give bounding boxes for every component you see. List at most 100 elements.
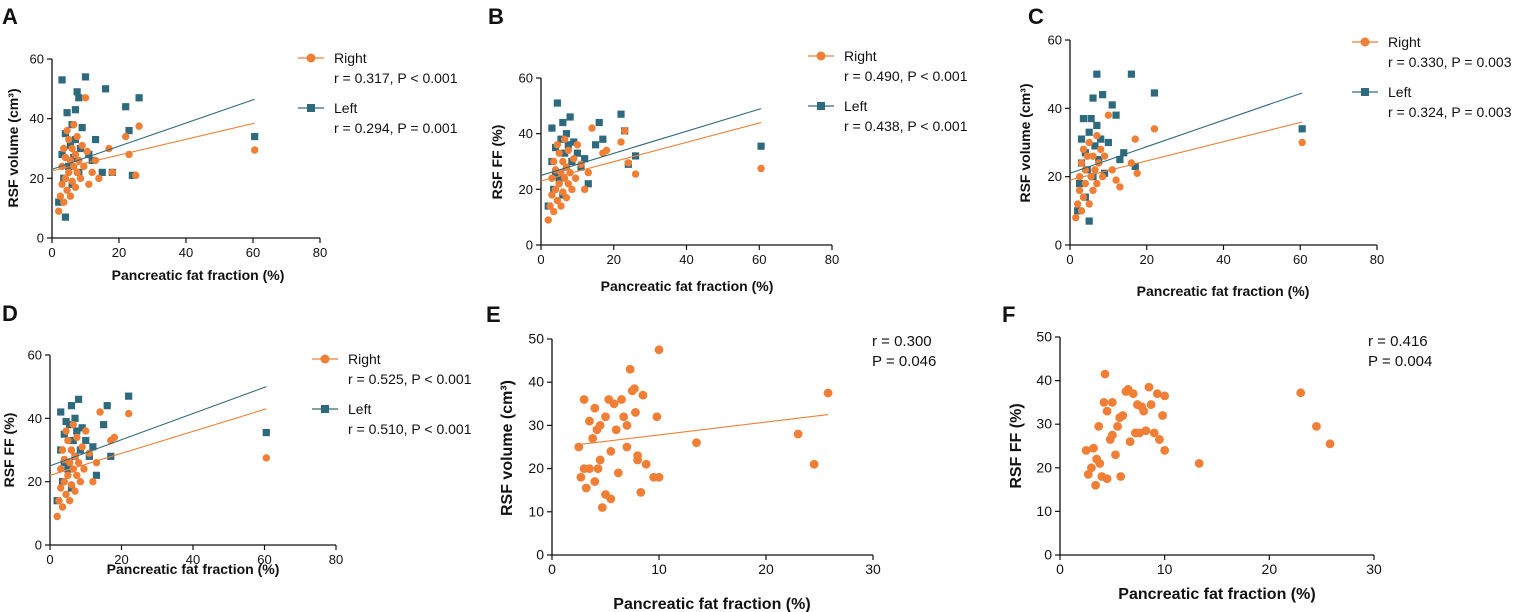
legend-marker-circle <box>306 53 316 63</box>
data-point-circle <box>60 477 68 486</box>
panel-f: F 0 10 20 30 0 10 20 30 40 50 Pancreatic fat fracti… <box>1002 302 1432 603</box>
x-tick-label: 20 <box>112 245 126 260</box>
y-axis-label: RSF FF (%) <box>489 125 505 200</box>
data-point-square <box>1104 138 1112 147</box>
data-point-circle <box>619 412 629 422</box>
data-point-circle <box>555 149 563 157</box>
data-point-square <box>100 421 108 429</box>
data-point-square <box>553 99 561 107</box>
data-point-square <box>73 427 81 435</box>
data-point-square <box>1085 217 1093 225</box>
stat-annotation: P = 0.004 <box>1368 353 1432 370</box>
data-point-square <box>1081 149 1089 157</box>
legend-label: Left <box>844 98 867 114</box>
data-point-circle <box>593 464 603 473</box>
data-point-circle <box>73 132 81 141</box>
y-tick-label: 20 <box>528 460 544 476</box>
x-tick-label: 10 <box>651 561 667 577</box>
data-point-circle <box>579 395 589 404</box>
data-point-square <box>564 141 572 149</box>
data-point-circle <box>1160 445 1170 455</box>
data-point-circle <box>560 174 569 182</box>
data-point-circle <box>1081 179 1090 188</box>
x-tick-label: 10 <box>1157 561 1173 577</box>
data-point-circle <box>1094 421 1104 431</box>
data-point-circle <box>1111 450 1120 460</box>
y-tick-label: 60 <box>30 52 44 67</box>
data-point-circle <box>132 171 140 180</box>
stat-annotation: r = 0.416 <box>1368 333 1428 350</box>
data-point-square <box>757 142 765 150</box>
data-point-circle <box>1125 437 1135 447</box>
data-point-circle <box>617 395 626 404</box>
data-point-circle <box>624 159 632 167</box>
legend: Right r = 0.317, P < 0.001 Left r = 0.294, … <box>298 50 458 136</box>
data-point-circle <box>1118 411 1128 420</box>
data-point-circle <box>629 384 639 394</box>
data-point-circle <box>57 484 65 492</box>
data-point-circle <box>585 464 594 473</box>
data-point-square <box>617 110 625 118</box>
x-tick-label: 40 <box>186 552 200 567</box>
data-point-circle <box>83 147 91 156</box>
x-tick-label: 30 <box>865 561 881 577</box>
y-axis-label: RSF FF (%) <box>1008 403 1025 488</box>
data-point-circle <box>1091 166 1099 174</box>
data-point-circle <box>1079 145 1088 154</box>
data-point-circle <box>553 141 562 149</box>
data-point-circle <box>1085 138 1093 147</box>
data-point-circle <box>73 168 81 177</box>
fit-line-right <box>49 408 267 476</box>
x-tick-label: 80 <box>313 245 327 260</box>
data-point-circle <box>1083 469 1093 479</box>
data-point-circle <box>95 174 103 183</box>
data-point-circle <box>551 185 560 194</box>
data-point-circle <box>636 487 646 497</box>
y-tick-label: 0 <box>526 238 533 253</box>
data-point-circle <box>85 180 93 188</box>
legend-marker-square <box>817 102 825 110</box>
y-tick-label: 40 <box>1036 372 1052 388</box>
data-point-circle <box>654 345 664 355</box>
data-point-circle <box>135 122 143 130</box>
data-point-circle <box>823 388 833 398</box>
x-tick-label: 60 <box>1293 252 1307 267</box>
data-point-circle <box>60 144 68 153</box>
data-point-circle <box>71 150 80 159</box>
y-axis-label: RSF FF (%) <box>1 413 17 488</box>
x-tick-label: 0 <box>537 252 544 267</box>
data-point-circle <box>609 399 619 409</box>
x-axis-label: Pancreatic fat fraction (%) <box>112 267 285 283</box>
data-point-square <box>78 124 86 132</box>
data-point-circle <box>70 120 78 129</box>
data-point-circle <box>597 503 607 512</box>
data-point-circle <box>568 185 576 194</box>
data-point-circle <box>1150 125 1159 133</box>
data-point-circle <box>122 132 130 141</box>
data-point-circle <box>63 186 71 194</box>
data-point-circle <box>1102 474 1112 484</box>
data-point-circle <box>1116 472 1126 481</box>
data-point-circle <box>1095 459 1105 468</box>
legend-label: Right <box>334 50 367 66</box>
stat-annotation: r = 0.300 <box>872 333 932 350</box>
data-point-circle <box>1194 459 1204 468</box>
x-tick-label: 40 <box>679 252 693 267</box>
y-tick-label: 0 <box>1044 547 1052 563</box>
data-point-square <box>82 436 90 445</box>
data-point-circle <box>564 146 572 155</box>
y-tick-label: 30 <box>528 417 544 433</box>
data-point-circle <box>78 443 86 451</box>
data-point-circle <box>1128 389 1138 399</box>
data-point-circle <box>590 477 600 486</box>
y-tick-label: 30 <box>1036 416 1052 432</box>
data-point-circle <box>631 170 640 178</box>
data-point-circle <box>620 127 629 135</box>
data-point-circle <box>1107 430 1117 440</box>
data-point-circle <box>617 138 625 146</box>
x-tick-label: 20 <box>1262 561 1278 577</box>
data-point-square <box>1120 149 1128 157</box>
fit-line-right <box>540 122 762 182</box>
data-point-square <box>89 443 97 451</box>
y-tick-label: 40 <box>1048 101 1062 116</box>
